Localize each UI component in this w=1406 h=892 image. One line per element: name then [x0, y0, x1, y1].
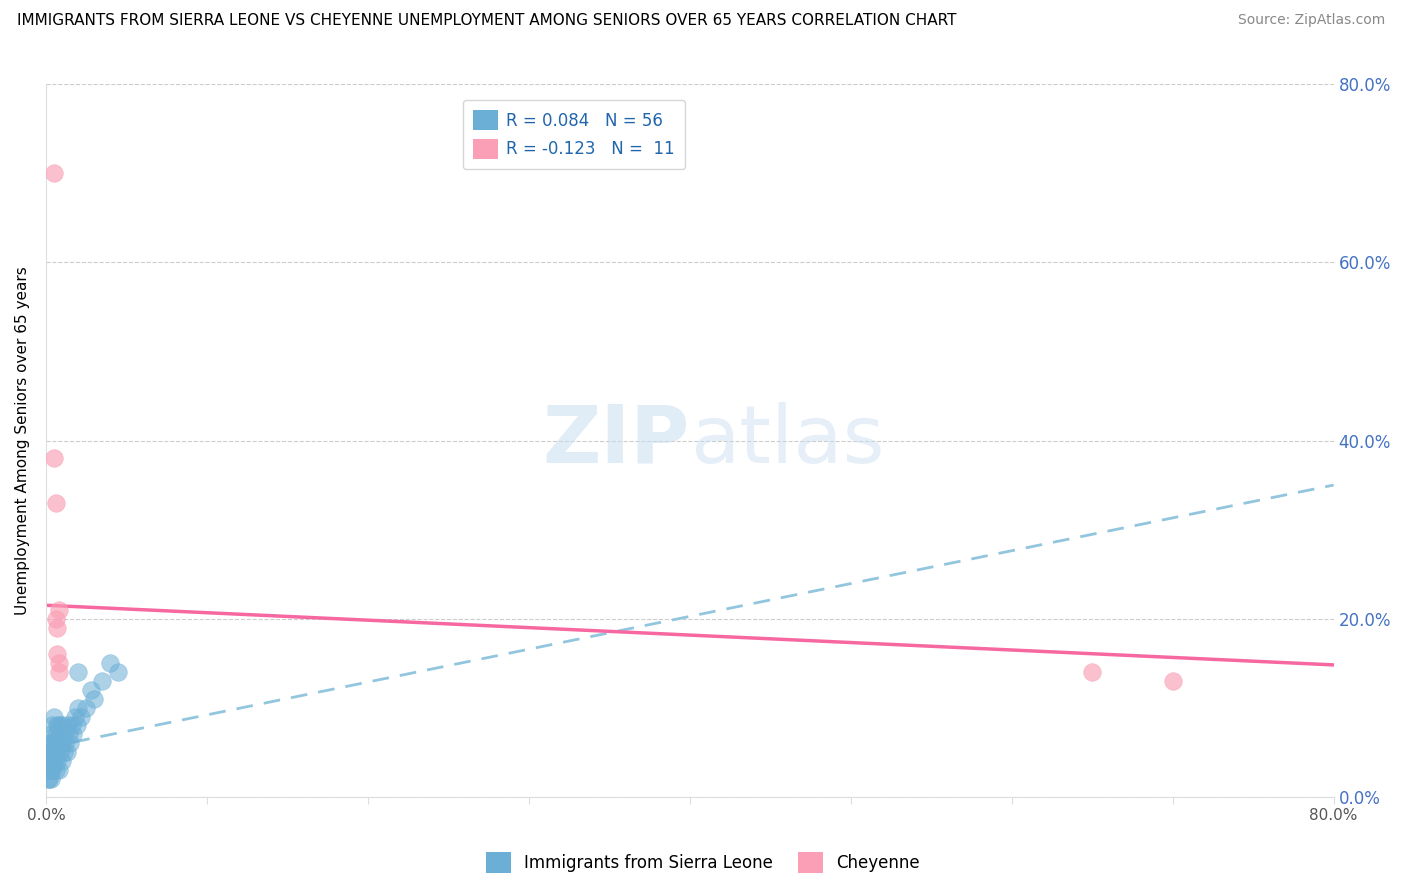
Point: [39, 772, 62, 786]
Point: [59, 736, 82, 750]
Point: [41, 745, 63, 759]
Point: [67, 700, 90, 714]
Point: [45, 727, 67, 741]
Point: [41, 754, 63, 768]
Point: [38, 763, 60, 777]
Point: [49, 745, 72, 759]
Legend: R = 0.084   N = 56, R = -0.123   N =  11: R = 0.084 N = 56, R = -0.123 N = 11: [463, 100, 685, 169]
Text: ZIP: ZIP: [543, 401, 690, 480]
Point: [46, 718, 69, 732]
Point: [48, 718, 70, 732]
Point: [42, 736, 65, 750]
Point: [51, 754, 73, 768]
Point: [39, 727, 62, 741]
Point: [37, 754, 59, 768]
Point: [45, 745, 67, 759]
Point: [38, 754, 60, 768]
Point: [75, 700, 97, 714]
Point: [41, 718, 63, 732]
Point: [91, 673, 114, 688]
Point: [52, 745, 75, 759]
Point: [46, 620, 69, 634]
Point: [65, 718, 87, 732]
Point: [45, 496, 67, 510]
Point: [42, 451, 65, 466]
Point: [58, 727, 80, 741]
Point: [67, 665, 90, 679]
Point: [52, 727, 75, 741]
Point: [1081, 665, 1104, 679]
Point: [45, 612, 67, 626]
Point: [51, 718, 73, 732]
Point: [46, 736, 69, 750]
Point: [98, 656, 121, 670]
Point: [45, 763, 67, 777]
Point: [70, 709, 93, 723]
Point: [42, 709, 65, 723]
Point: [46, 647, 69, 661]
Point: [56, 745, 79, 759]
Point: [62, 727, 84, 741]
Point: [63, 709, 86, 723]
Point: [39, 763, 62, 777]
Text: Source: ZipAtlas.com: Source: ZipAtlas.com: [1237, 13, 1385, 28]
Point: [39, 736, 62, 750]
Text: atlas: atlas: [690, 401, 884, 480]
Point: [83, 691, 105, 706]
Point: [49, 727, 72, 741]
Point: [42, 745, 65, 759]
Legend: Immigrants from Sierra Leone, Cheyenne: Immigrants from Sierra Leone, Cheyenne: [479, 846, 927, 880]
Point: [48, 763, 70, 777]
Point: [1161, 673, 1184, 688]
Point: [42, 166, 65, 180]
Point: [60, 718, 83, 732]
Point: [41, 763, 63, 777]
Point: [38, 736, 60, 750]
Point: [37, 763, 59, 777]
Y-axis label: Unemployment Among Seniors over 65 years: Unemployment Among Seniors over 65 years: [15, 266, 30, 615]
Point: [48, 603, 70, 617]
Point: [80, 682, 103, 697]
Text: IMMIGRANTS FROM SIERRA LEONE VS CHEYENNE UNEMPLOYMENT AMONG SENIORS OVER 65 YEAR: IMMIGRANTS FROM SIERRA LEONE VS CHEYENNE…: [17, 13, 956, 29]
Point: [46, 754, 69, 768]
Point: [56, 718, 79, 732]
Point: [48, 665, 70, 679]
Point: [48, 736, 70, 750]
Point: [107, 665, 129, 679]
Point: [51, 736, 73, 750]
Point: [37, 772, 59, 786]
Point: [38, 772, 60, 786]
Point: [39, 745, 62, 759]
Point: [42, 754, 65, 768]
Point: [39, 754, 62, 768]
Point: [38, 745, 60, 759]
Point: [48, 656, 70, 670]
Point: [53, 736, 76, 750]
